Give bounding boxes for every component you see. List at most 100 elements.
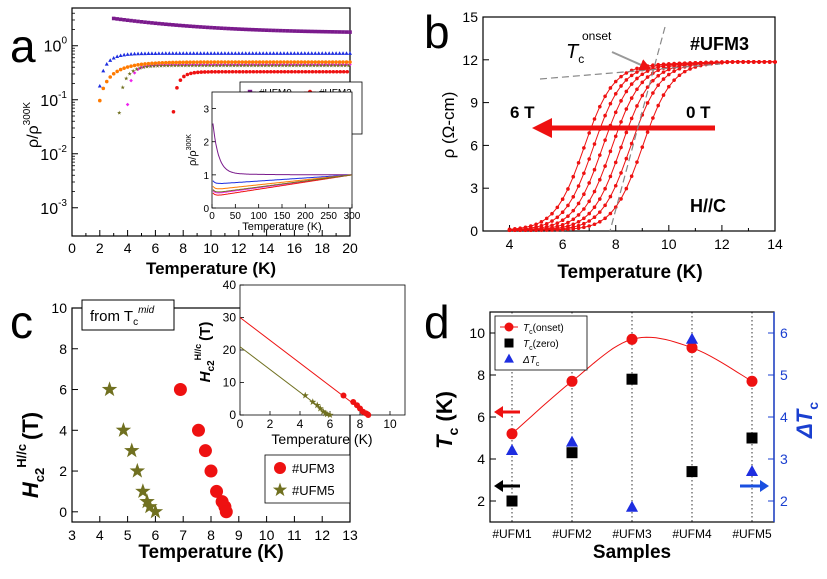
data-point-a [216, 69, 221, 74]
data-point-a [237, 62, 241, 67]
data-point-a [341, 51, 346, 55]
inset-point-c [309, 398, 317, 406]
data-point-a [175, 86, 179, 90]
data-point-a [223, 60, 227, 64]
data-point-b [635, 76, 639, 81]
data-point-b [592, 117, 597, 121]
inset-y-tick-label-c: 40 [223, 278, 237, 292]
data-point-a [163, 51, 168, 55]
data-point-a [222, 51, 227, 55]
x-axis-label-c: Temperature (K) [138, 542, 283, 563]
data-point-b [629, 82, 634, 86]
data-point-a [254, 60, 258, 64]
data-point-a [263, 63, 268, 68]
data-point-a [169, 63, 174, 68]
svg-text:ΔTc: ΔTc [792, 402, 821, 439]
data-point-a [285, 60, 290, 64]
data-point-a [141, 65, 146, 70]
x-tick-label-b: 12 [714, 236, 730, 252]
inset-x-tick-label-a: 150 [274, 211, 291, 222]
data-point-b [544, 221, 549, 226]
data-point-a [186, 63, 191, 68]
y-tick-label-d: 8 [477, 367, 485, 383]
data-point-b [555, 205, 560, 210]
data-point-a [272, 69, 277, 74]
y-tick-label-c: 6 [59, 382, 67, 398]
data-point-b [629, 141, 634, 146]
data-point-a [139, 20, 144, 24]
data-point-a [177, 60, 182, 65]
inset-y-label-c: Hc2H//c (T) [193, 322, 217, 383]
data-point-a [164, 60, 168, 65]
data-point-b [635, 104, 639, 108]
x-tick-label-b: 4 [506, 236, 514, 252]
data-point-a [131, 68, 136, 73]
data-point-a [315, 63, 320, 68]
data-point-b [613, 92, 618, 96]
x-tick-label-a: 16 [287, 240, 303, 256]
y-axis-label-c-sup: H//c [14, 444, 29, 468]
data-point-a [197, 63, 202, 68]
data-point-a [299, 29, 304, 34]
inset-point-c [326, 411, 334, 419]
data-point-a [181, 62, 185, 67]
data-point-a [289, 69, 294, 74]
data-point-b [672, 61, 676, 66]
onset-label-b-sup: onset [582, 29, 612, 43]
data-point-a [241, 69, 245, 74]
data-point-b [667, 62, 671, 66]
data-point-b [571, 225, 576, 229]
data-point-a [146, 63, 151, 68]
data-point-a [287, 63, 292, 68]
data-point-a [223, 26, 227, 31]
data-point-b [645, 75, 650, 79]
data-point-b [613, 134, 618, 139]
x-tick-label-d: #UFM4 [672, 527, 712, 541]
data-point-b [587, 181, 591, 185]
data-point-a [268, 69, 273, 74]
x-tick-label-c: 12 [314, 527, 330, 543]
data-point-a [289, 60, 293, 64]
data-point-b [624, 186, 629, 191]
data-point-a [275, 60, 279, 64]
data-point-b [523, 225, 528, 230]
data-point-b [544, 224, 549, 229]
data-point-b [640, 80, 645, 85]
data-point-a [238, 63, 244, 68]
data-point-a [271, 51, 276, 55]
y-axis-label-d-main: T [432, 434, 457, 449]
data-point-b [656, 68, 660, 73]
data-point-d [506, 428, 518, 440]
data-point-a [226, 51, 231, 55]
panel-d: d #UFM1 #UFM2 #UFM3 #UFM4 #UFM5 24681023456 … [424, 296, 821, 563]
data-point-b [555, 224, 560, 229]
data-point-a [176, 63, 181, 68]
curves-b [507, 60, 777, 233]
data-point-a [216, 26, 220, 30]
data-point-b [720, 60, 724, 64]
data-point-a [240, 27, 245, 32]
svg-text:Tc: Tc [566, 41, 584, 66]
data-point-a [304, 63, 310, 68]
data-point-b [736, 60, 740, 64]
data-point-a [268, 60, 272, 64]
data-point-a [296, 60, 300, 64]
data-point-b [746, 60, 751, 64]
data-point-a [237, 60, 241, 64]
data-point-b [507, 227, 512, 232]
inset-y-tick-label-a: 1 [203, 171, 209, 182]
data-point-a [127, 71, 132, 76]
data-point-a [117, 110, 122, 115]
data-point-b [624, 156, 629, 161]
data-point-a [299, 51, 304, 55]
x-tick-label-c: 5 [124, 527, 132, 543]
onset-label-b: Tc onset [566, 29, 612, 66]
inset-x-label-a: Temperature (K) [242, 221, 321, 233]
data-point-a [164, 62, 168, 67]
data-point-b [592, 189, 597, 194]
data-point-a [270, 63, 275, 68]
svg-text:ρ/ρ300K: ρ/ρ300K [22, 102, 42, 148]
data-point-a [199, 70, 204, 74]
data-point-b [539, 223, 544, 228]
data-point-a [162, 63, 167, 68]
